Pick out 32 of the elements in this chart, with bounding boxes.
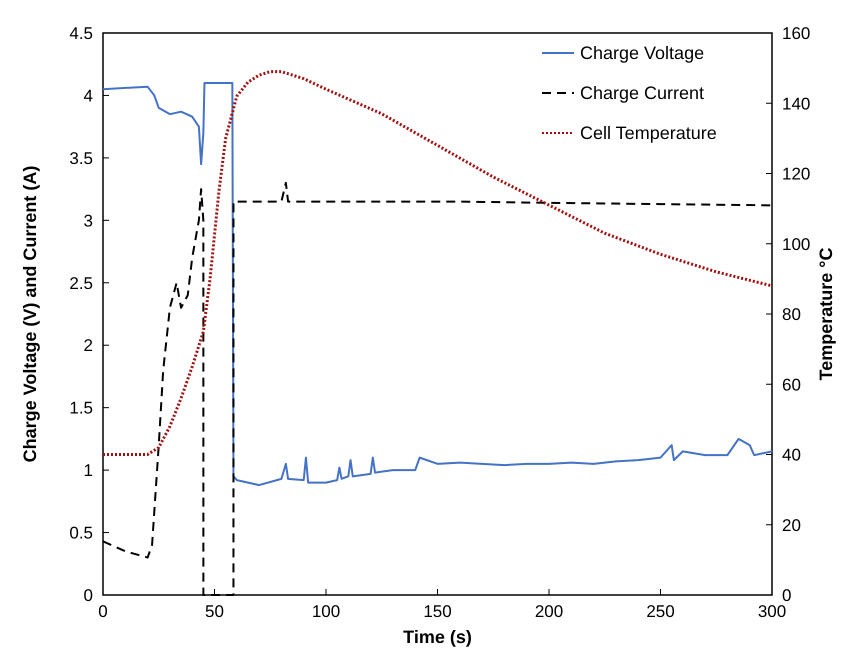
y-tick-label: 1 <box>84 461 93 480</box>
y-tick-label: 2 <box>84 336 93 356</box>
y2-tick-label: 60 <box>782 375 801 394</box>
y-tick-label: 2.5 <box>69 274 93 293</box>
y2-tick-label: 20 <box>782 516 801 535</box>
x-tick-label: 150 <box>423 602 452 621</box>
y2-tick-label: 80 <box>782 305 801 324</box>
x-tick-label: 0 <box>98 602 108 621</box>
y-tick-label: 0 <box>84 586 93 605</box>
x-axis-title: Time (s) <box>403 627 472 647</box>
y2-tick-label: 40 <box>782 446 801 464</box>
y-tick-label: 4 <box>84 86 93 106</box>
legend-label: Cell Temperature <box>580 123 717 143</box>
x-tick-label: 300 <box>758 602 786 621</box>
legend-label: Charge Voltage <box>580 43 704 63</box>
y2-tick-label: 100 <box>782 234 810 254</box>
legend-label: Charge Current <box>580 83 704 103</box>
x-tick-label: 50 <box>205 602 224 621</box>
y-tick-label: 0.5 <box>69 524 93 543</box>
y2-axis-title: Temperature °C <box>816 248 836 380</box>
y2-tick-label: 120 <box>782 164 810 184</box>
y-tick-label: 3 <box>84 211 93 230</box>
x-tick-label: 100 <box>312 602 340 621</box>
y-tick-label: 3.5 <box>69 148 93 168</box>
y-tick-label: 1.5 <box>69 398 93 418</box>
y2-tick-label: 140 <box>782 94 810 114</box>
y2-tick-label: 0 <box>782 586 792 605</box>
y2-tick-label: 160 <box>782 24 810 43</box>
y-axis-title: Charge Voltage (V) and Current (A) <box>20 166 40 462</box>
x-tick-label: 250 <box>646 602 675 621</box>
y-tick-label: 4.5 <box>69 24 93 43</box>
x-tick-label: 200 <box>534 602 564 621</box>
